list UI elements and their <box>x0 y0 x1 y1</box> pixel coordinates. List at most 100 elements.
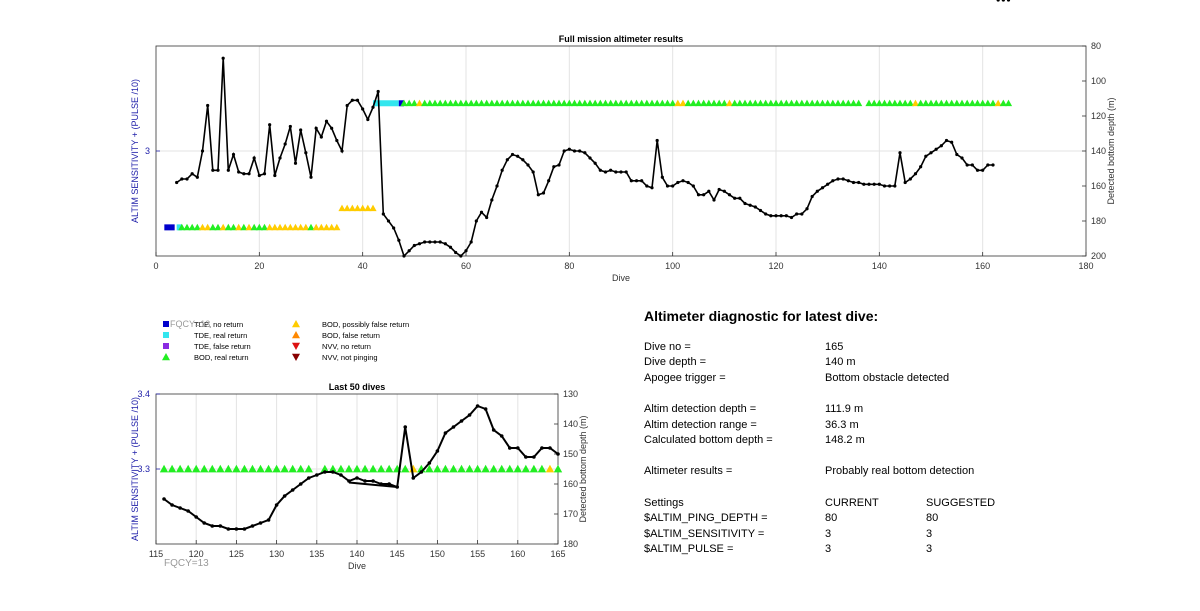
depth-point <box>319 135 323 139</box>
y-right-tick-label: 180 <box>563 539 578 549</box>
bod-real-return-marker <box>216 464 225 473</box>
full-mission-chart: 0 20 40 60 80 100 120 140 160 180 80 100 120 140 160 18… <box>130 0 1116 283</box>
depth-point <box>500 168 504 172</box>
bod-real-return-marker <box>452 99 460 107</box>
bod-real-return-marker <box>880 99 889 107</box>
bod-real-return-marker <box>328 464 338 473</box>
bod-real-return-marker <box>565 99 573 107</box>
depth-point <box>826 182 830 186</box>
bod-real-return-marker <box>477 99 486 107</box>
bod-real-return-marker <box>643 99 651 107</box>
depth-point <box>475 404 480 408</box>
depth-point <box>438 240 442 244</box>
bod-real-return-marker <box>280 464 289 473</box>
depth-point <box>650 186 654 190</box>
depth-point <box>268 123 272 127</box>
depth-point <box>407 249 411 253</box>
depth-point <box>392 226 396 230</box>
diag-label: Dive no = <box>644 341 691 353</box>
depth-point <box>717 187 721 192</box>
depth-point <box>867 182 871 186</box>
depth-point <box>428 240 432 244</box>
depth-point <box>335 138 339 143</box>
depth-point <box>769 214 773 218</box>
purple-square-icon <box>163 343 169 349</box>
depth-point <box>427 461 432 465</box>
depth-point <box>567 147 571 151</box>
bod-real-return-marker <box>803 99 811 107</box>
depth-point <box>454 250 458 255</box>
y-right-axis-label: Detected bottom depth (m) <box>578 415 588 522</box>
depth-point <box>986 163 990 167</box>
bod-real-return-marker <box>762 99 770 107</box>
x-axis-label: Dive <box>612 273 630 283</box>
bod-real-return-marker <box>968 99 976 107</box>
depth-point <box>831 179 835 183</box>
bod-real-return-marker <box>539 99 548 107</box>
depth-point <box>242 172 246 176</box>
bod-real-return-marker <box>488 99 496 107</box>
depth-point <box>800 212 804 216</box>
y-right-tick-label: 170 <box>563 509 578 519</box>
bod-real-return-marker <box>537 464 547 473</box>
depth-point <box>547 179 551 183</box>
depth-point <box>293 161 298 165</box>
depth-point <box>898 151 902 155</box>
bod-real-return-marker <box>360 464 370 473</box>
settings-header-current: CURRENT <box>825 497 879 509</box>
legend-label: TDE, real return <box>194 331 247 340</box>
depth-point <box>702 193 706 197</box>
depth-point <box>888 184 892 188</box>
bod-real-return-marker <box>870 99 878 107</box>
depth-point <box>748 203 752 207</box>
bod-real-return-marker <box>344 464 354 473</box>
depth-point <box>614 170 618 174</box>
depth-point <box>330 126 334 130</box>
bod-real-return-marker <box>700 99 708 107</box>
bod-real-return-marker <box>320 464 330 473</box>
depth-point <box>397 238 401 242</box>
bod-real-return-marker <box>465 464 474 473</box>
depth-series-segment <box>348 481 398 488</box>
bod-real-return-marker <box>503 99 511 107</box>
diag-value: Bottom obstacle detected <box>825 372 950 384</box>
depth-point <box>361 107 365 111</box>
depth-point <box>474 219 478 223</box>
depth-point <box>495 184 499 188</box>
depth-point <box>841 177 845 181</box>
chart-title: Last 50 dives <box>329 382 386 392</box>
diag-label: Altimeter results = <box>644 465 733 477</box>
depth-point <box>218 524 223 528</box>
depth-point <box>304 151 308 155</box>
x-tick-label: 120 <box>768 261 783 271</box>
depth-point <box>789 215 794 220</box>
depth-point <box>846 179 850 183</box>
depth-point <box>402 254 406 258</box>
red-down-triangle-icon <box>292 342 300 350</box>
bod-real-return-marker <box>457 99 465 107</box>
bod-real-return-marker <box>457 464 466 473</box>
y-right-tick-label: 80 <box>1091 41 1101 51</box>
depth-point <box>350 98 354 102</box>
depth-point <box>877 182 881 186</box>
depth-point <box>443 242 447 246</box>
x-tick-label: 40 <box>358 261 368 271</box>
bod-real-return-marker <box>601 99 610 107</box>
depth-point <box>221 56 225 60</box>
depth-point <box>805 207 809 211</box>
depth-point <box>981 168 985 172</box>
bod-real-return-marker <box>1004 99 1013 107</box>
x-tick-label: 140 <box>872 261 887 271</box>
depth-point <box>743 201 747 206</box>
depth-point <box>448 245 453 249</box>
depth-point <box>531 170 535 174</box>
orange-triangle-icon <box>292 331 300 339</box>
depth-point <box>202 521 207 525</box>
depth-point <box>686 180 690 185</box>
bod-possibly-false-marker <box>312 223 320 231</box>
tde-no-return-marker <box>164 224 175 231</box>
depth-point <box>557 163 561 167</box>
bod-real-return-marker <box>336 464 346 473</box>
diag-value: 36.3 m <box>825 419 859 431</box>
bod-real-return-marker <box>272 464 281 473</box>
